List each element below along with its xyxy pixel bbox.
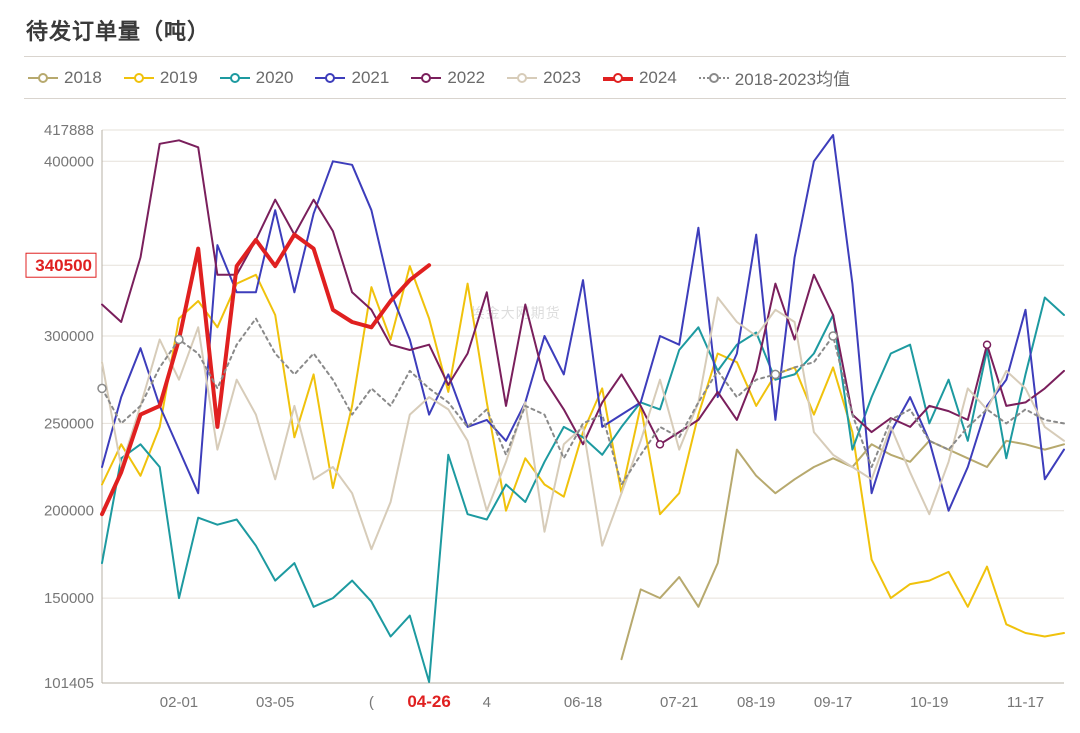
y-tick-label: 101405 [44, 675, 94, 692]
y-tick-label: 250000 [44, 415, 94, 432]
y-tick-label: 417888 [44, 122, 94, 139]
mean-marker [771, 370, 779, 378]
legend-label: 2018-2023均值 [735, 65, 850, 90]
line-chart: 101405 150000 200000 250000 300000 400000 4178… [24, 120, 1070, 723]
legend: 2018 2019 2020 2021 2022 2023 2024 2018-2023均值 [24, 56, 1066, 99]
x-highlight-label: 04-26 [407, 692, 450, 711]
legend-swatch [315, 71, 345, 85]
legend-label: 2022 [447, 68, 485, 88]
mean-marker [98, 384, 106, 392]
chart-title: 待发订单量（吨） [26, 14, 1066, 46]
legend-label: 2023 [543, 68, 581, 88]
x-tick-label: 07-21 [660, 694, 698, 711]
x-tick-label: 09-17 [814, 694, 852, 711]
legend-label: 2024 [639, 68, 677, 88]
legend-swatch [699, 71, 729, 85]
series-2018 [622, 441, 1065, 659]
legend-label: 2018 [64, 68, 102, 88]
series-mean_2018_2023 [102, 319, 1064, 485]
x-tick-label: 02-01 [160, 694, 198, 711]
series-marker [984, 341, 991, 348]
legend-item-2018[interactable]: 2018 [28, 68, 102, 88]
series-2020 [102, 298, 1064, 683]
x-tick-label: 06-18 [564, 694, 602, 711]
legend-swatch [603, 71, 633, 85]
mean-marker [829, 332, 837, 340]
x-tick-label: 4 [483, 694, 491, 711]
x-tick-label: 08-19 [737, 694, 775, 711]
mean-marker [175, 335, 183, 343]
series-marker [656, 441, 663, 448]
legend-item-2023[interactable]: 2023 [507, 68, 581, 88]
legend-item-2019[interactable]: 2019 [124, 68, 198, 88]
x-tick-label: 11-17 [1007, 694, 1044, 711]
legend-item-2021[interactable]: 2021 [315, 68, 389, 88]
legend-label: 2021 [351, 68, 389, 88]
x-tick-label: 03-05 [256, 694, 294, 711]
legend-item-mean_2018_2023[interactable]: 2018-2023均值 [699, 65, 850, 90]
series-2024 [102, 235, 429, 515]
legend-swatch [28, 71, 58, 85]
y-tick-label: 400000 [44, 153, 94, 170]
x-tick-label: ( [369, 694, 374, 711]
legend-swatch [124, 71, 154, 85]
chart-container: 101405 150000 200000 250000 300000 400000 4178… [24, 120, 1070, 723]
legend-item-2024[interactable]: 2024 [603, 68, 677, 88]
y-tick-label: 200000 [44, 503, 94, 520]
y-tick-label: 150000 [44, 590, 94, 607]
legend-item-2020[interactable]: 2020 [220, 68, 294, 88]
legend-item-2022[interactable]: 2022 [411, 68, 485, 88]
y-tick-label: 300000 [44, 328, 94, 345]
series-2021 [102, 135, 1064, 511]
legend-label: 2020 [256, 68, 294, 88]
y-highlight-label: 340500 [35, 256, 92, 275]
page: 待发订单量（吨） 2018201920202021202220232024201… [0, 0, 1080, 733]
legend-label: 2019 [160, 68, 198, 88]
watermark: 埃金大网期货 [471, 305, 561, 321]
legend-swatch [220, 71, 250, 85]
legend-swatch [411, 71, 441, 85]
legend-swatch [507, 71, 537, 85]
x-tick-label: 10-19 [910, 694, 948, 711]
